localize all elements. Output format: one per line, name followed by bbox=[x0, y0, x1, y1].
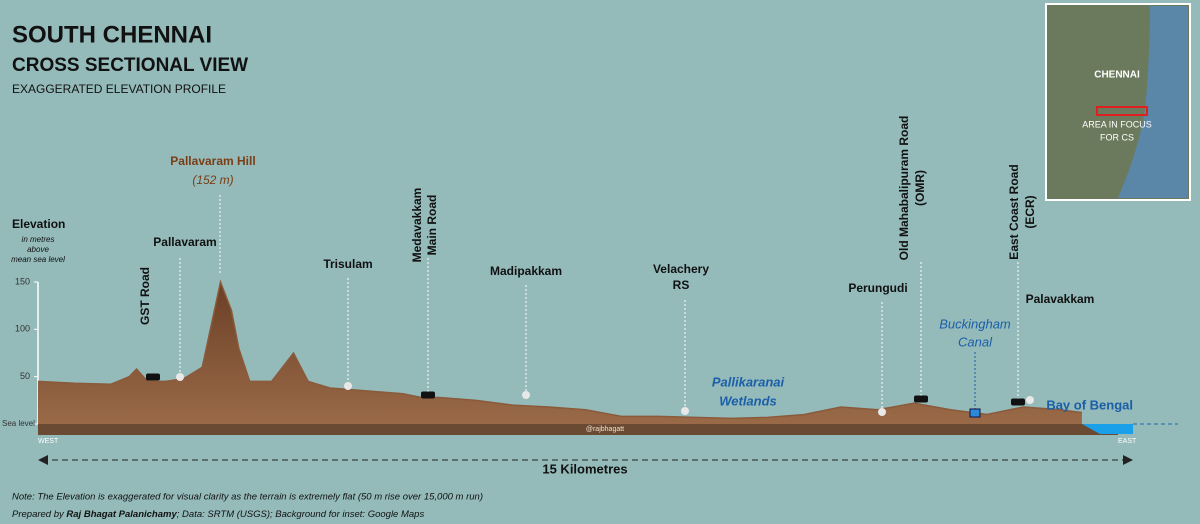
base-band bbox=[38, 424, 1118, 435]
place-label: Bay of Bengal bbox=[1046, 397, 1133, 412]
credit-part: ; Data: SRTM (USGS); Background for inse… bbox=[177, 509, 425, 520]
road-marker bbox=[914, 395, 928, 403]
y-tick-label: 150 bbox=[15, 276, 30, 286]
note: Note: The Elevation is exaggerated for v… bbox=[12, 492, 483, 503]
y-axis-note: above bbox=[27, 245, 49, 254]
place-marker bbox=[1026, 396, 1034, 404]
chart-subsubtitle: EXAGGERATED ELEVATION PROFILE bbox=[12, 82, 226, 96]
place-label: (ECR) bbox=[1023, 195, 1037, 228]
place-label: Old Mahabalipuram Road bbox=[897, 116, 911, 261]
place-label: Perungudi bbox=[848, 281, 907, 295]
west-label: WEST bbox=[38, 438, 59, 445]
place-label: Pallavaram Hill bbox=[170, 154, 255, 168]
terrain-profile bbox=[37, 279, 1082, 420]
place-label: East Coast Road bbox=[1007, 164, 1021, 259]
inset-map: CHENNAI AREA IN FOCUS FOR CS bbox=[1045, 3, 1191, 201]
inset-sea bbox=[1118, 6, 1188, 198]
place-marker bbox=[176, 373, 184, 381]
credit-author: Raj Bhagat Palanichamy bbox=[66, 509, 177, 520]
y-tick-label: 100 bbox=[15, 324, 30, 334]
terrain-fill bbox=[38, 282, 1082, 424]
road-marker bbox=[421, 391, 435, 399]
place-label: Trisulam bbox=[323, 257, 372, 271]
y-tick-label: Sea level bbox=[2, 419, 35, 428]
chart-title: SOUTH CHENNAI bbox=[12, 21, 212, 48]
inset-city: CHENNAI bbox=[1094, 70, 1140, 81]
y-axis-note: in metres bbox=[22, 235, 55, 244]
place-label: (152 m) bbox=[192, 173, 233, 187]
y-axis-note: mean sea level bbox=[11, 255, 65, 264]
place-label: Buckingham bbox=[939, 316, 1011, 331]
sea-water bbox=[1082, 424, 1133, 434]
place-label: Medavakkam bbox=[410, 188, 424, 263]
place-label: RS bbox=[673, 278, 690, 292]
place-label: Main Road bbox=[425, 195, 439, 256]
place-marker bbox=[681, 407, 689, 415]
place-label: @rajbhagatt bbox=[586, 426, 624, 433]
place-marker bbox=[344, 382, 352, 390]
east-label: EAST bbox=[1118, 438, 1137, 445]
credit: Prepared by Raj Bhagat Palanichamy; Data… bbox=[12, 509, 424, 520]
x-axis-title: 15 Kilometres bbox=[542, 461, 627, 476]
chart-subtitle: CROSS SECTIONAL VIEW bbox=[12, 55, 248, 76]
place-label: Pallikaranai bbox=[712, 374, 785, 389]
place-label: Palavakkam bbox=[1026, 292, 1095, 306]
canal-marker bbox=[969, 408, 981, 418]
road-marker bbox=[146, 373, 160, 381]
inset-focus-box bbox=[1096, 106, 1148, 116]
inset-focus-label: AREA IN FOCUS bbox=[1082, 119, 1152, 129]
place-marker bbox=[522, 391, 530, 399]
place-label: GST Road bbox=[138, 267, 152, 325]
place-label: Pallavaram bbox=[153, 235, 216, 249]
y-tick-label: 50 bbox=[20, 371, 30, 381]
place-label: Velachery bbox=[653, 262, 709, 276]
credit-part: Prepared by bbox=[12, 509, 66, 520]
road-marker bbox=[1011, 398, 1025, 406]
inset-focus-label: FOR CS bbox=[1100, 132, 1134, 142]
place-label: Madipakkam bbox=[490, 264, 562, 278]
place-label: Wetlands bbox=[719, 393, 777, 408]
place-label: Canal bbox=[958, 334, 993, 349]
y-axis-title: Elevation bbox=[12, 217, 65, 231]
place-marker bbox=[878, 408, 886, 416]
place-label: (OMR) bbox=[913, 170, 927, 206]
